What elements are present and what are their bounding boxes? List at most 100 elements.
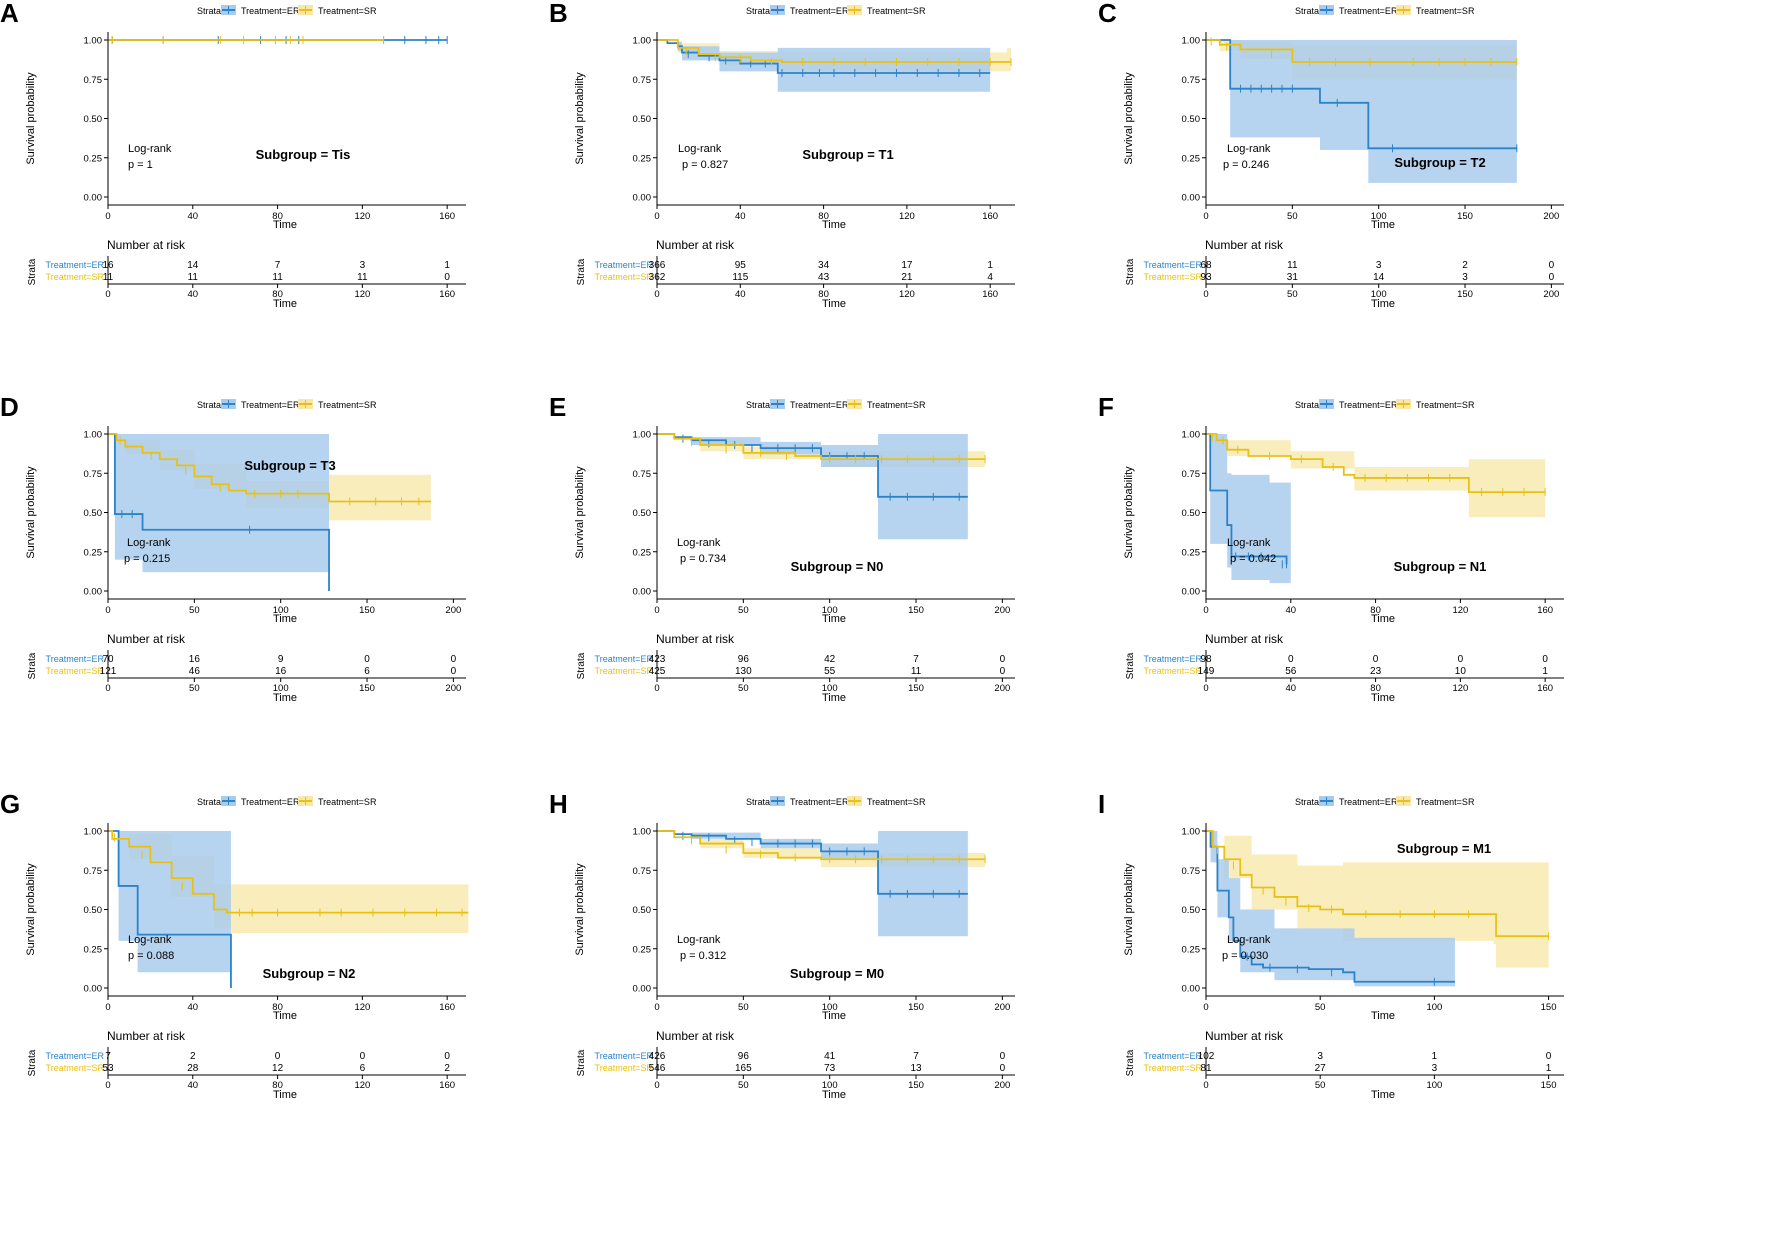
x-tick-label: 120 — [354, 1002, 370, 1013]
legend-er-label: Treatment=ER — [1339, 6, 1398, 16]
survival-line-sr — [108, 830, 469, 914]
risk-row-label-er: Treatment=ER — [595, 1051, 654, 1061]
survival-line-sr — [1206, 830, 1549, 938]
y-tick-label: 0.00 — [633, 984, 652, 995]
logrank-label: Log-rank — [1227, 537, 1271, 549]
p-value: p = 0.246 — [1223, 159, 1269, 171]
x-axis-title: Time — [1371, 219, 1395, 231]
x-tick-label: 160 — [982, 211, 998, 222]
panel-letter: C — [1098, 0, 1117, 28]
panel-letter: G — [0, 791, 21, 819]
risk-count-er: 7 — [913, 654, 919, 665]
km-chart: Strata Treatment=ER Treatment=SR 0.00 0.25 0.… — [25, 5, 466, 310]
panel-d: D Strata Treatment=ER Treatment=SR 0.00 0.25 0… — [0, 394, 590, 839]
risk-count-er: 426 — [649, 1051, 666, 1062]
y-tick-label: 0.25 — [633, 153, 652, 164]
legend: Strata Treatment=ER Treatment=SR — [746, 796, 926, 807]
risk-count-er: 0 — [360, 1051, 366, 1062]
y-tick-label: 0.25 — [84, 547, 103, 558]
subgroup-label: Subgroup = M0 — [790, 966, 884, 981]
risk-x-axis-title: Time — [822, 298, 846, 310]
risk-count-er: 0 — [451, 654, 457, 665]
risk-count-er: 68 — [1200, 260, 1212, 271]
y-axis-title: Survival probability — [574, 72, 586, 165]
risk-x-tick-label: 0 — [654, 683, 659, 694]
risk-count-sr: 43 — [818, 272, 830, 283]
legend: Strata Treatment=ER Treatment=SR — [197, 796, 377, 807]
x-tick-label: 150 — [908, 1002, 924, 1013]
survival-line-sr — [657, 433, 986, 461]
risk-count-sr: 31 — [1287, 272, 1299, 283]
y-tick-label: 0.00 — [84, 984, 103, 995]
risk-table-title: Number at risk — [656, 632, 735, 646]
logrank-label: Log-rank — [677, 537, 721, 549]
risk-count-er: 0 — [1000, 1051, 1006, 1062]
survival-line-er — [657, 830, 968, 895]
risk-count-er: 0 — [1373, 654, 1379, 665]
risk-table-title: Number at risk — [1205, 1029, 1284, 1043]
risk-count-er: 0 — [364, 654, 370, 665]
risk-count-er: 0 — [1546, 1051, 1552, 1062]
y-axis-title: Survival probability — [574, 466, 586, 559]
risk-row-label-sr: Treatment=SR — [595, 666, 654, 676]
legend: Strata Treatment=ER Treatment=SR — [1295, 796, 1475, 807]
risk-count-sr: 21 — [901, 272, 913, 283]
p-value: p = 0.215 — [124, 553, 170, 565]
ci-band-er — [657, 40, 991, 92]
risk-count-er: 96 — [738, 654, 750, 665]
p-value: p = 0.088 — [128, 950, 174, 962]
risk-x-tick-label: 100 — [1371, 289, 1387, 300]
legend-er-label: Treatment=ER — [1339, 797, 1398, 807]
risk-x-tick-label: 0 — [1203, 683, 1208, 694]
legend-title: Strata — [1295, 6, 1319, 16]
y-tick-label: 0.75 — [633, 75, 652, 86]
risk-x-tick-label: 50 — [1315, 1080, 1326, 1091]
x-tick-label: 50 — [1287, 211, 1298, 222]
risk-x-tick-label: 200 — [994, 1080, 1010, 1091]
risk-count-sr: 3 — [1462, 272, 1468, 283]
risk-count-sr: 27 — [1315, 1063, 1327, 1074]
risk-x-tick-label: 120 — [354, 1080, 370, 1091]
x-tick-label: 200 — [1543, 211, 1559, 222]
risk-count-sr: 0 — [1000, 666, 1006, 677]
risk-count-sr: 81 — [1200, 1063, 1212, 1074]
subgroup-label: Subgroup = Tis — [256, 147, 351, 162]
km-chart: Strata Treatment=ER Treatment=SR 0.00 0.25 0.… — [1123, 796, 1564, 1101]
risk-count-er: 0 — [1542, 654, 1548, 665]
risk-table: Number at risk Strata Treatment=ER Treatmen… — [576, 632, 1015, 704]
x-axis-title: Time — [822, 613, 846, 625]
legend-title: Strata — [746, 797, 770, 807]
legend-sr-label: Treatment=SR — [1416, 6, 1475, 16]
ci-band-er — [1206, 40, 1517, 183]
p-value: p = 0.734 — [680, 553, 726, 565]
y-tick-label: 0.50 — [633, 508, 652, 519]
panel-letter: H — [549, 791, 568, 819]
risk-x-tick-label: 200 — [1543, 289, 1559, 300]
risk-count-er: 11 — [1287, 260, 1298, 271]
risk-x-axis-title: Time — [273, 298, 297, 310]
y-tick-label: 1.00 — [84, 36, 103, 47]
risk-count-sr: 11 — [188, 272, 199, 283]
risk-x-tick-label: 150 — [1541, 1080, 1557, 1091]
risk-x-tick-label: 0 — [1203, 289, 1208, 300]
legend-sr-label: Treatment=SR — [1416, 400, 1475, 410]
x-tick-label: 80 — [272, 1002, 283, 1013]
km-chart: Strata Treatment=ER Treatment=SR 0.00 0.25 0.… — [574, 5, 1015, 310]
p-value: p = 1 — [128, 159, 153, 171]
risk-strata-title: Strata — [1125, 652, 1136, 679]
x-tick-label: 100 — [1426, 1002, 1442, 1013]
survival-line-sr — [657, 830, 986, 861]
x-tick-label: 0 — [654, 605, 659, 616]
risk-x-tick-label: 50 — [189, 683, 200, 694]
risk-count-er: 102 — [1198, 1051, 1215, 1062]
y-axis-title: Survival probability — [25, 72, 37, 165]
y-axis-title: Survival probability — [1123, 466, 1135, 559]
risk-strata-title: Strata — [27, 1049, 38, 1076]
y-tick-label: 0.25 — [633, 547, 652, 558]
y-tick-label: 1.00 — [84, 827, 103, 838]
logrank-label: Log-rank — [127, 537, 171, 549]
survival-line-er — [108, 830, 232, 988]
x-tick-label: 80 — [272, 211, 283, 222]
risk-count-er: 0 — [1458, 654, 1464, 665]
x-tick-label: 0 — [105, 211, 110, 222]
